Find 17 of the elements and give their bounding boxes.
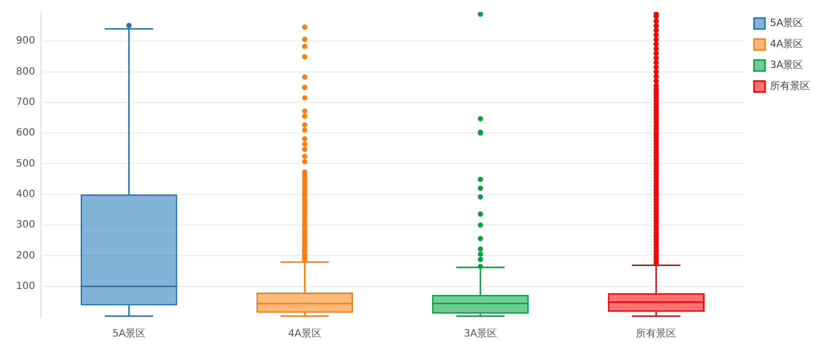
x-tick-label: 3A景区 xyxy=(464,328,498,340)
y-tick-label: 700 xyxy=(16,97,36,108)
x-tick-label: 4A景区 xyxy=(288,328,322,340)
y-tick-label: 500 xyxy=(16,158,36,170)
legend-label: 3A景区 xyxy=(770,59,804,72)
legend-label: 所有景区 xyxy=(770,80,810,92)
x-tick-label: 所有景区 xyxy=(636,328,676,340)
y-tick-label: 400 xyxy=(16,188,36,200)
y-tick-label: 300 xyxy=(16,220,36,231)
y-tick-label: 900 xyxy=(16,36,36,47)
x-tick-label: 5A景区 xyxy=(112,328,146,340)
y-tick-label: 100 xyxy=(16,280,36,292)
legend-label: 4A景区 xyxy=(770,38,804,50)
y-tick-label: 800 xyxy=(16,66,36,78)
y-tick-label: 600 xyxy=(16,128,36,139)
y-tick-label: 200 xyxy=(16,250,36,262)
legend-label: 5A景区 xyxy=(770,17,804,30)
